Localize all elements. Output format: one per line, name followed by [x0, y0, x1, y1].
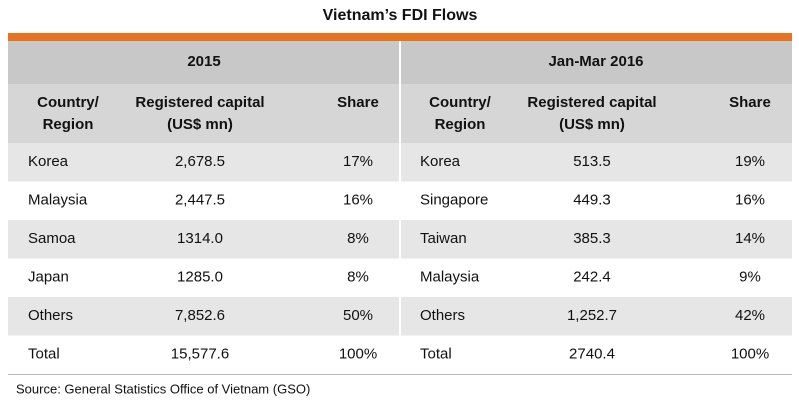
- column-header: (US$ mn): [559, 116, 625, 133]
- column-header: Country/: [429, 94, 491, 111]
- cell: 449.3: [573, 192, 611, 209]
- cell: 2,678.5: [175, 153, 225, 170]
- cell: Others: [28, 307, 73, 324]
- cell: 17%: [343, 153, 373, 170]
- cell: 15,577.6: [171, 346, 229, 363]
- column-header: Registered capital: [135, 94, 264, 111]
- cell: Others: [420, 307, 465, 324]
- cell: 513.5: [573, 153, 611, 170]
- group-header: 2015: [187, 53, 220, 70]
- column-header: Share: [337, 94, 379, 111]
- cell: Korea: [420, 153, 461, 170]
- group-header: Jan-Mar 2016: [548, 53, 643, 70]
- cell: Samoa: [28, 230, 76, 247]
- cell: 8%: [347, 269, 369, 286]
- accent-bar: [8, 33, 792, 41]
- cell: 100%: [339, 346, 377, 363]
- column-header: Registered capital: [527, 94, 656, 111]
- cell: Malaysia: [28, 192, 88, 209]
- source: Source: General Statistics Office of Vie…: [16, 381, 310, 396]
- cell: 8%: [347, 230, 369, 247]
- cell: Korea: [28, 153, 69, 170]
- cell: Total: [420, 346, 452, 363]
- cell: 9%: [739, 269, 761, 286]
- column-header: (US$ mn): [167, 116, 233, 133]
- column-header: Region: [43, 116, 94, 133]
- cell: 7,852.6: [175, 307, 225, 324]
- cell: 16%: [343, 192, 373, 209]
- column-header: Region: [435, 116, 486, 133]
- cell: 2740.4: [569, 346, 615, 363]
- column-header: Country/: [37, 94, 99, 111]
- cell: Singapore: [420, 192, 488, 209]
- cell: 50%: [343, 307, 373, 324]
- title: Vietnam’s FDI Flows: [323, 7, 478, 24]
- cell: Total: [28, 346, 60, 363]
- cell: 16%: [735, 192, 765, 209]
- cell: Japan: [28, 269, 69, 286]
- cell: Malaysia: [420, 269, 480, 286]
- cell: 42%: [735, 307, 765, 324]
- cell: 1314.0: [177, 230, 223, 247]
- cell: 1,252.7: [567, 307, 617, 324]
- cell: 385.3: [573, 230, 611, 247]
- cell: 14%: [735, 230, 765, 247]
- column-header: Share: [729, 94, 771, 111]
- cell: 19%: [735, 153, 765, 170]
- cell: 242.4: [573, 269, 611, 286]
- cell: Taiwan: [420, 230, 467, 247]
- cell: 1285.0: [177, 269, 223, 286]
- cell: 2,447.5: [175, 192, 225, 209]
- cell: 100%: [731, 346, 769, 363]
